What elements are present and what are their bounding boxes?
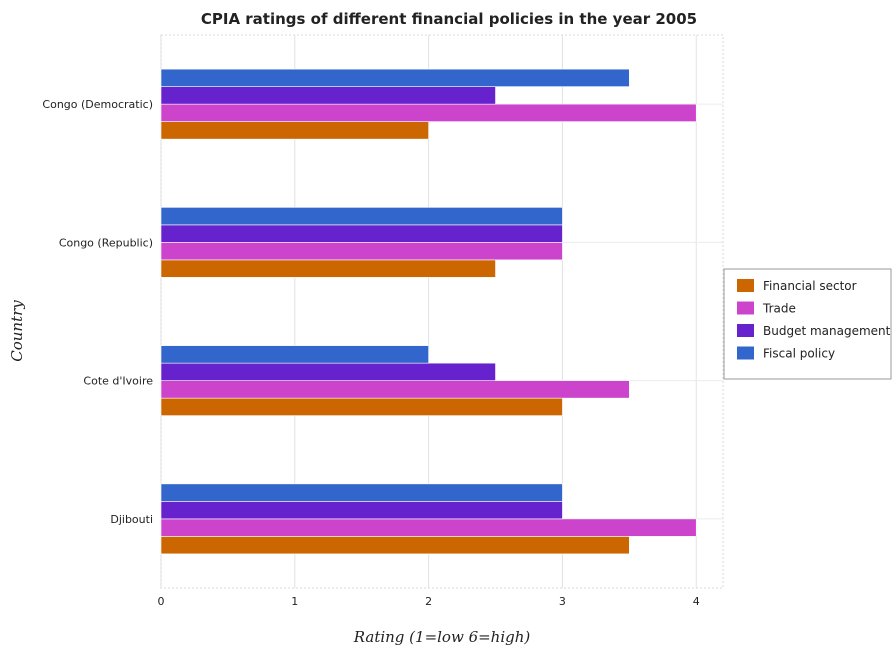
x-tick-label: 0 <box>158 595 165 608</box>
legend-label: Budget management <box>763 324 891 338</box>
bar-trade <box>160 518 697 537</box>
y-axis-label: Country <box>8 300 26 362</box>
chart-title: CPIA ratings of different financial poli… <box>201 10 697 28</box>
bar-fiscal-policy <box>160 68 630 87</box>
legend-label: Trade <box>762 302 796 316</box>
legend-swatch <box>737 324 754 337</box>
legend-swatch <box>737 279 754 292</box>
bar-fiscal-policy <box>160 483 563 502</box>
bar-trade <box>160 103 697 122</box>
y-tick-label: Congo (Democratic) <box>42 98 153 111</box>
plot-area: 0 1 2 3 4 Congo (Democratic) Congo (Republic) C… <box>42 34 724 608</box>
legend-label: Financial sector <box>763 279 857 293</box>
legend-swatch <box>737 301 754 315</box>
y-tick-label: Cote d'Ivoire <box>83 375 153 388</box>
bar-financial-sector <box>160 397 563 416</box>
bar-financial-sector <box>160 121 429 140</box>
bar-budget-management <box>160 362 496 381</box>
x-tick-label: 1 <box>291 595 298 608</box>
y-tick-label: Congo (Republic) <box>59 236 153 249</box>
x-tick-label: 2 <box>425 595 432 608</box>
x-axis-label: Rating (1=low 6=high) <box>353 628 531 646</box>
legend: Financial sector Trade Budget management Fi… <box>723 268 892 380</box>
legend-swatch <box>737 346 754 360</box>
bar-fiscal-policy <box>160 345 429 364</box>
bar-financial-sector <box>160 259 496 278</box>
bar-financial-sector <box>160 536 630 555</box>
plot-border <box>160 34 724 589</box>
x-tick-label: 4 <box>693 595 700 608</box>
bar-budget-management <box>160 501 563 520</box>
bar-budget-management <box>160 224 563 243</box>
y-tick-label: Djibouti <box>110 513 153 526</box>
bar-budget-management <box>160 86 496 105</box>
x-tick-label: 3 <box>559 595 566 608</box>
bar-trade <box>160 380 630 399</box>
bar-fiscal-policy <box>160 207 563 226</box>
bar-trade <box>160 242 563 261</box>
legend-label: Fiscal policy <box>763 347 835 361</box>
